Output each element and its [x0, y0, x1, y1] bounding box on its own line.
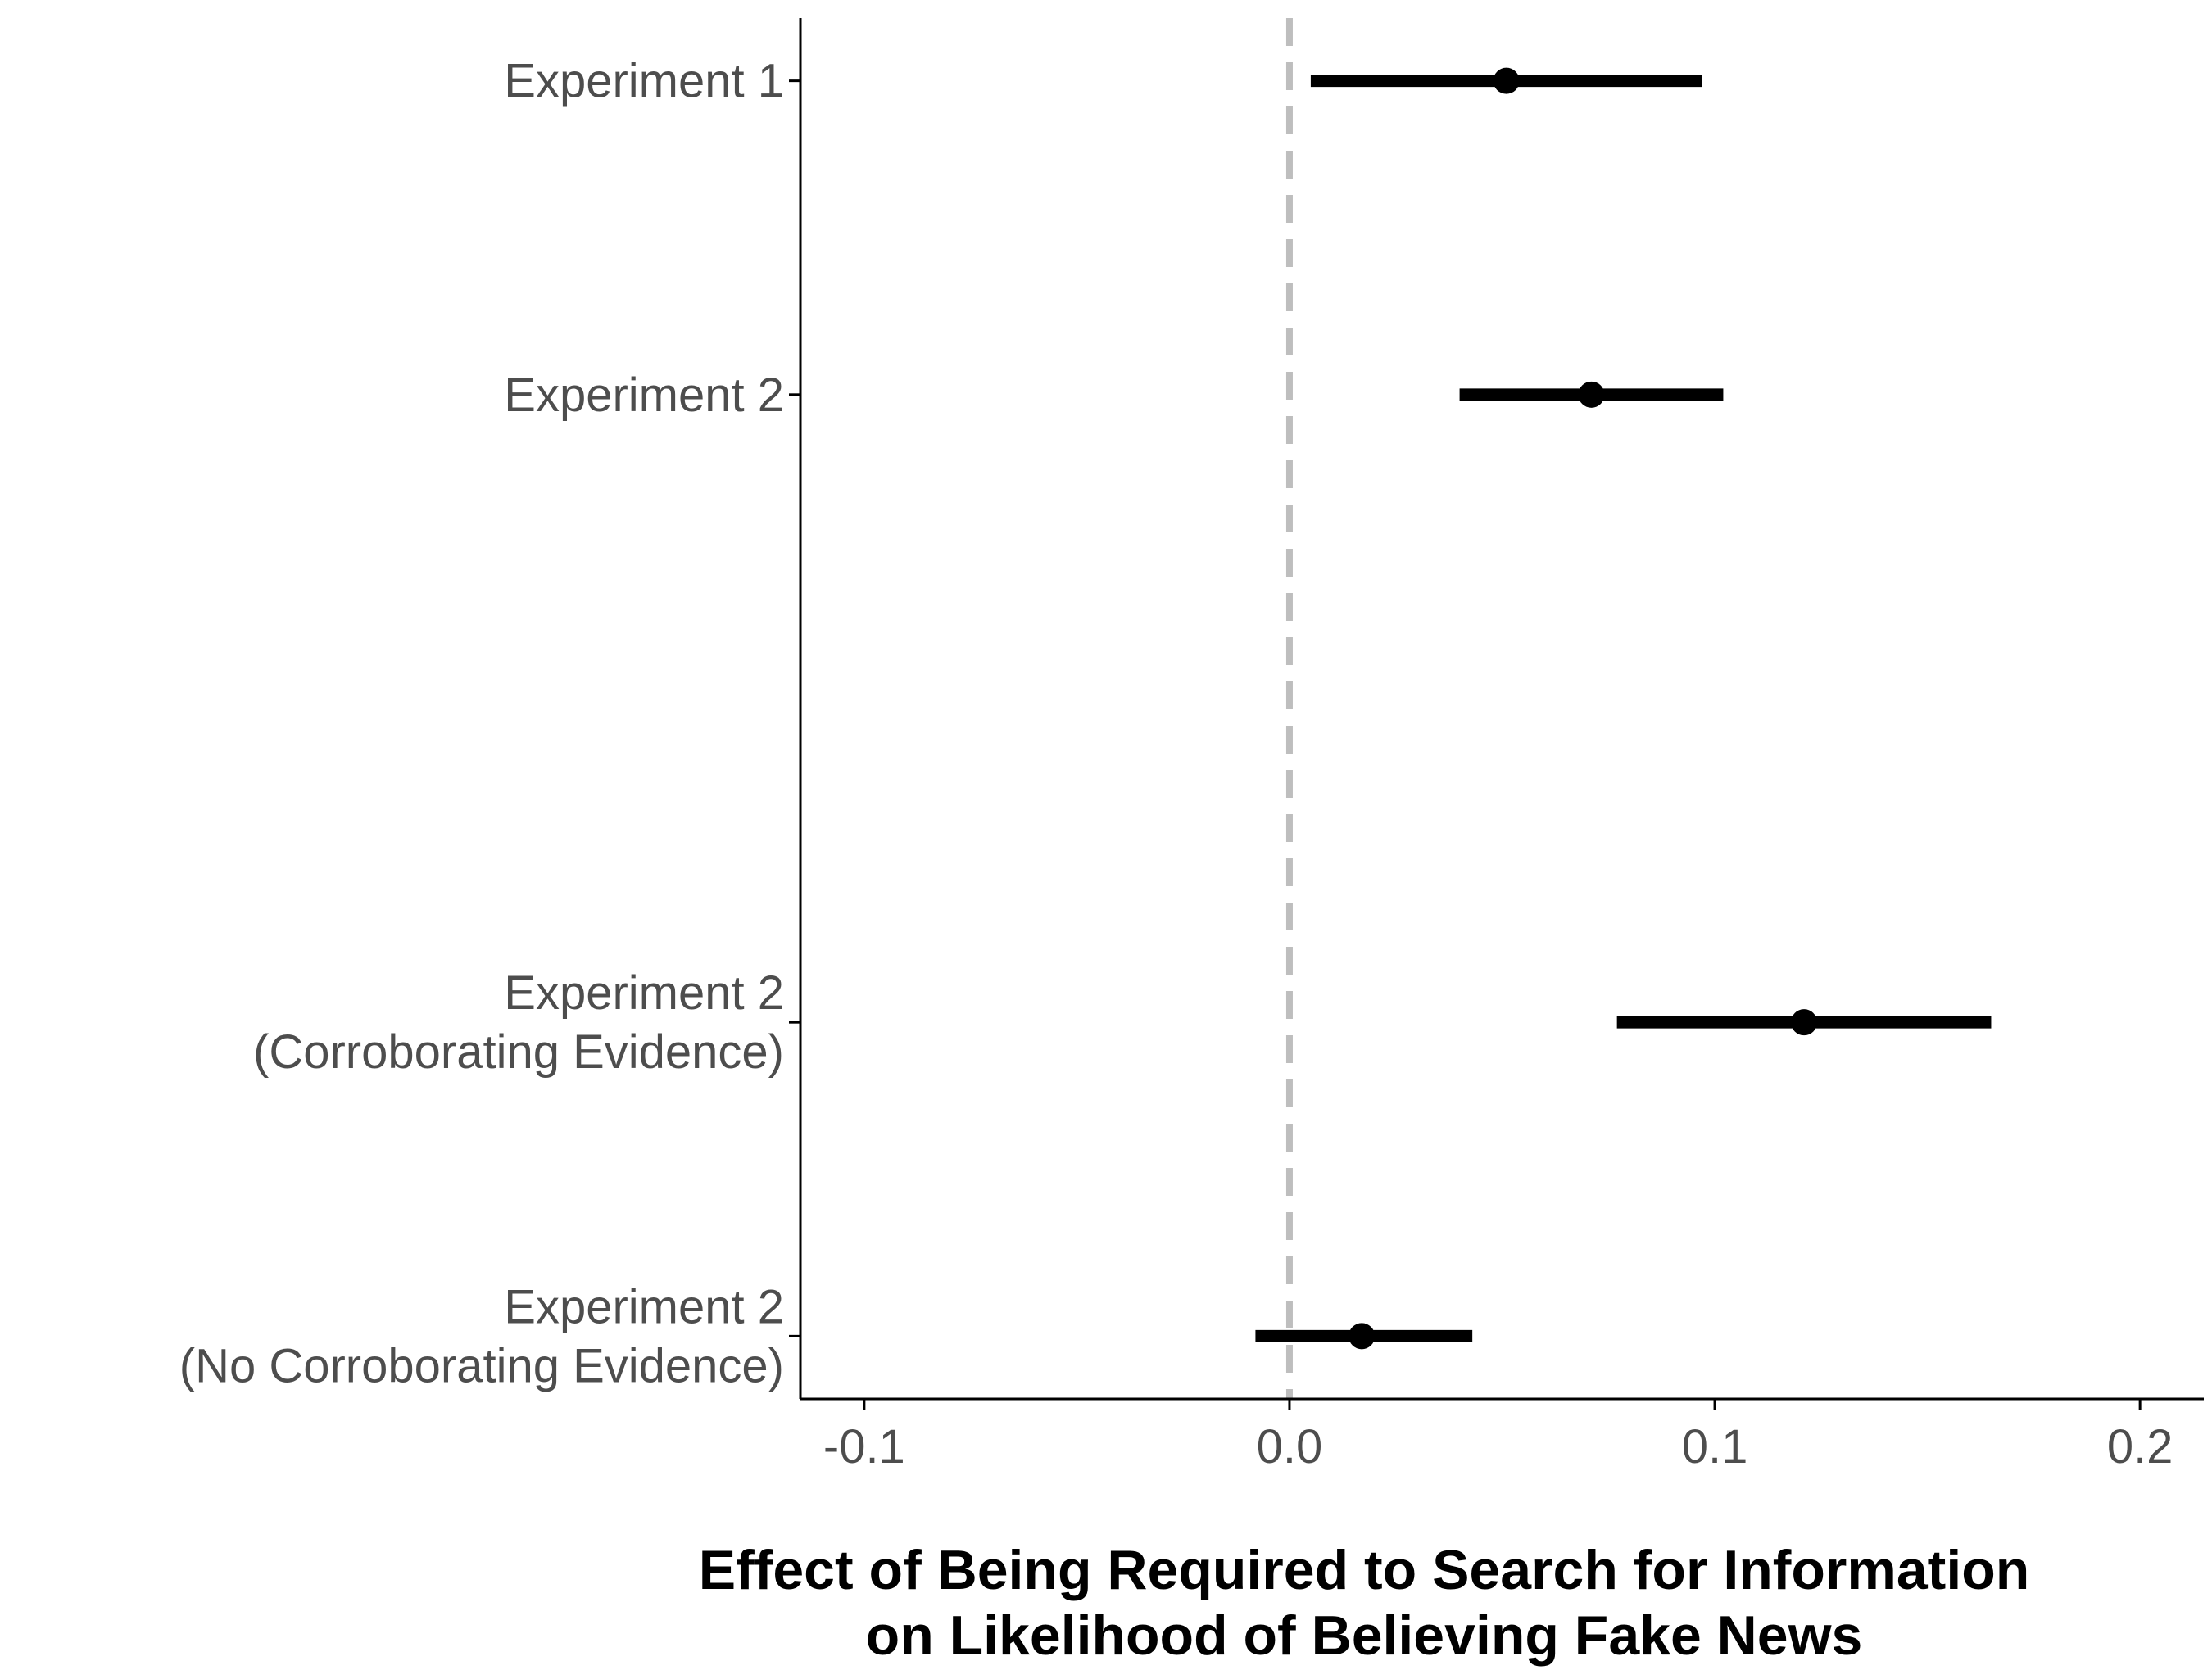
x-tick-label: 0.2 — [2107, 1420, 2173, 1473]
y-category-label: Experiment 2 — [504, 966, 784, 1020]
x-tick-label: 0.1 — [1682, 1420, 1748, 1473]
point-estimate — [1578, 381, 1605, 408]
x-tick-label: -0.1 — [823, 1420, 905, 1473]
x-tick-label: 0.0 — [1257, 1420, 1323, 1473]
point-estimate — [1493, 67, 1520, 94]
x-axis-title: on Likelihood of Believing Fake News — [866, 1604, 1863, 1667]
y-category-label: (Corroborating Evidence) — [253, 1025, 784, 1079]
y-category-label: Experiment 2 — [504, 1280, 784, 1333]
y-category-label: (No Corroborating Evidence) — [179, 1339, 784, 1392]
y-category-label: Experiment 1 — [504, 55, 784, 108]
point-estimate — [1349, 1323, 1376, 1350]
x-axis-title: Effect of Being Required to Search for I… — [699, 1539, 2030, 1601]
point-estimate — [1791, 1009, 1818, 1036]
y-category-label: Experiment 2 — [504, 369, 784, 422]
